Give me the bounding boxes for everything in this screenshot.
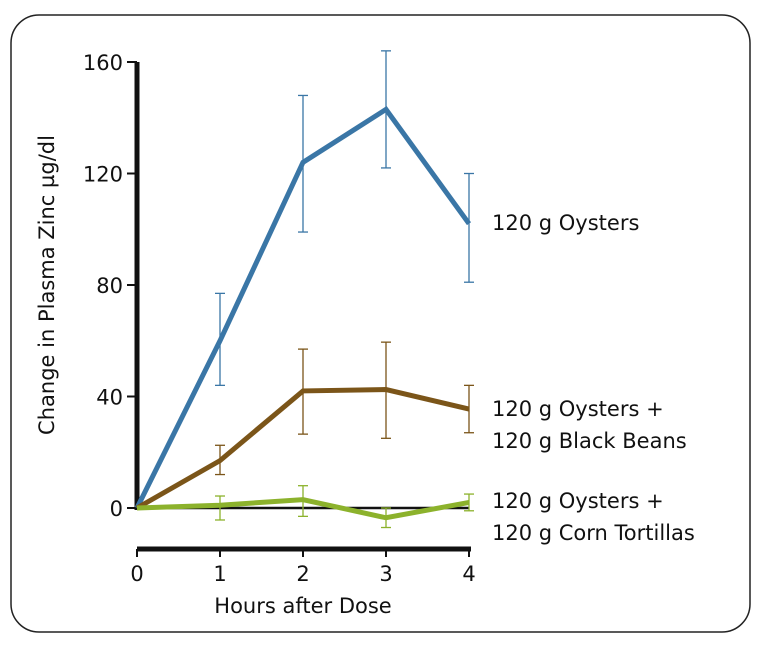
y-tick-label: 120 — [83, 163, 123, 187]
y-tick-label: 0 — [110, 497, 123, 521]
x-axis-label: Hours after Dose — [214, 594, 391, 618]
series-label: 120 g Oysters + — [492, 397, 664, 421]
y-axis-label: Change in Plasma Zinc µg/dl — [35, 135, 59, 435]
y-tick-label: 160 — [83, 51, 123, 75]
x-tick-label: 0 — [130, 562, 143, 586]
x-tick-label: 3 — [379, 562, 392, 586]
series-label: 120 g Black Beans — [492, 429, 687, 453]
x-tick-label: 4 — [462, 562, 475, 586]
y-tick-label: 80 — [96, 274, 123, 298]
series-label: 120 g Corn Tortillas — [492, 521, 695, 545]
series-label: 120 g Oysters — [492, 211, 639, 235]
y-tick-label: 40 — [96, 386, 123, 410]
x-tick-label: 2 — [296, 562, 309, 586]
series-label: 120 g Oysters + — [492, 489, 664, 513]
x-tick-label: 1 — [213, 562, 226, 586]
